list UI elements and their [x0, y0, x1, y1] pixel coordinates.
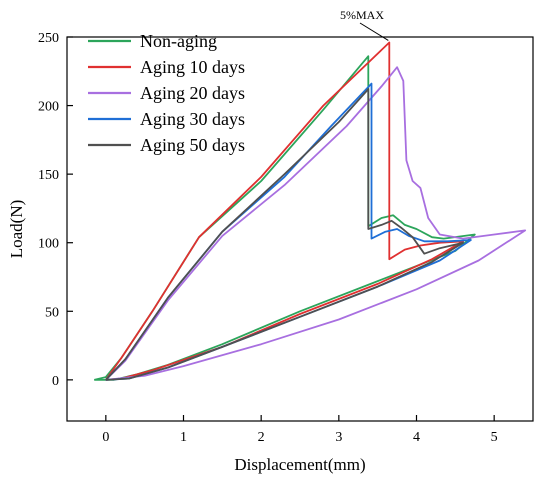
annotation-arrow: [359, 22, 389, 41]
legend-label: Aging 20 days: [140, 83, 245, 103]
x-tick-label: 5: [491, 430, 498, 445]
legend-label: Non-aging: [140, 31, 217, 51]
y-tick-label: 200: [38, 100, 59, 115]
y-tick-label: 0: [52, 374, 59, 389]
series-line-1: [93, 55, 476, 381]
y-axis-title: Load(N): [7, 200, 26, 259]
x-tick-label: 1: [180, 430, 187, 445]
annotation-label: 5%MAX: [340, 8, 384, 22]
series-line-5: [105, 88, 464, 381]
y-tick-label: 50: [45, 305, 59, 320]
legend-label: Aging 50 days: [140, 135, 245, 155]
annotation: 5%MAX: [340, 8, 389, 41]
legend-label: Aging 30 days: [140, 109, 245, 129]
y-tick-label: 150: [38, 168, 59, 183]
x-axis-title: Displacement(mm): [234, 455, 365, 474]
y-tick-label: 250: [38, 31, 59, 46]
y-tick-label: 100: [38, 237, 59, 252]
legend-label: Aging 10 days: [140, 57, 245, 77]
plot-frame: [66, 36, 534, 422]
x-tick-label: 2: [258, 430, 265, 445]
x-tick-label: 0: [102, 430, 109, 445]
x-tick-label: 3: [335, 430, 342, 445]
series-line-3: [105, 66, 527, 381]
x-tick-label: 4: [413, 430, 420, 445]
legend: Non-aging Aging 10 days Aging 20 days Aging…: [88, 31, 245, 155]
series-layer: [93, 41, 527, 381]
